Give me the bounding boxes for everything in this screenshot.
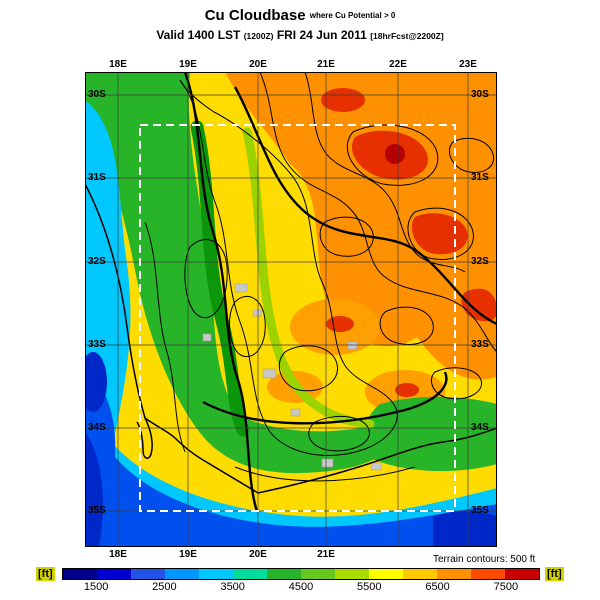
colorbar-segment bbox=[369, 569, 403, 579]
grid-lines bbox=[85, 72, 497, 547]
colorbar-tick: 5500 bbox=[357, 581, 382, 593]
valid-line: Valid 1400 LST (1200Z) FRI 24 Jun 2011 [… bbox=[0, 28, 600, 42]
colorbar-segment bbox=[301, 569, 335, 579]
lat-label-right: 34S bbox=[471, 422, 489, 433]
lat-label-right: 35S bbox=[471, 505, 489, 516]
lon-label-top: 18E bbox=[109, 59, 127, 70]
map-canvas bbox=[85, 72, 497, 547]
lat-label-right: 33S bbox=[471, 339, 489, 350]
lat-label-right: 30S bbox=[471, 89, 489, 100]
lat-label-left: 32S bbox=[88, 256, 106, 267]
lon-label-bottom: 18E bbox=[109, 549, 127, 560]
title-main: Cu Cloudbase bbox=[204, 7, 306, 24]
unit-label-left: [ft] bbox=[36, 567, 55, 581]
lat-label-left: 34S bbox=[88, 422, 106, 433]
coastline bbox=[85, 183, 497, 494]
map-border bbox=[85, 72, 497, 547]
colorbar-segment bbox=[335, 569, 369, 579]
lon-label-bottom: 21E bbox=[317, 549, 335, 560]
lon-label-top: 22E bbox=[389, 59, 407, 70]
lat-label-right: 31S bbox=[471, 172, 489, 183]
lon-label-top: 19E bbox=[179, 59, 197, 70]
lat-label-left: 31S bbox=[88, 172, 106, 183]
map-svg bbox=[85, 72, 497, 547]
colorbar-segment bbox=[437, 569, 471, 579]
cloudbase-field bbox=[85, 72, 497, 547]
terrain-contours-thick bbox=[183, 72, 497, 513]
valid-zulu: (1200Z) bbox=[243, 31, 274, 41]
valid-date: FRI 24 Jun 2011 bbox=[276, 28, 367, 42]
domain-box bbox=[139, 124, 456, 512]
colorbar-tick: 7500 bbox=[493, 581, 519, 593]
title-qualifier: where Cu Potential > 0 bbox=[309, 11, 396, 20]
colorbar-ticks: 1500 2500 3500 4500 5500 6500 7500 bbox=[62, 581, 540, 595]
missing-data-patches bbox=[202, 283, 382, 471]
lon-label-top: 20E bbox=[249, 59, 267, 70]
colorbar-segment bbox=[233, 569, 267, 579]
colorbar-segment bbox=[63, 569, 97, 579]
colorbar-tick: 1500 bbox=[83, 581, 109, 593]
colorbar bbox=[62, 568, 540, 580]
colorbar-segment bbox=[199, 569, 233, 579]
colorbar-segment bbox=[131, 569, 165, 579]
lon-label-bottom: 19E bbox=[179, 549, 197, 560]
valid-prefix: Valid 1400 LST bbox=[156, 28, 241, 42]
lat-label-right: 32S bbox=[471, 256, 489, 267]
lat-label-left: 35S bbox=[88, 505, 106, 516]
lat-label-left: 33S bbox=[88, 339, 106, 350]
colorbar-segment bbox=[403, 569, 437, 579]
unit-label-right: [ft] bbox=[545, 567, 564, 581]
colorbar-segment bbox=[505, 569, 539, 579]
lat-label-left: 30S bbox=[88, 89, 106, 100]
colorbar-segment bbox=[471, 569, 505, 579]
colorbar-tick: 2500 bbox=[152, 581, 177, 593]
valid-fcst: [18hrFcst@2200Z] bbox=[370, 31, 444, 41]
colorbar-tick: 3500 bbox=[220, 581, 245, 593]
colorbar-segment bbox=[97, 569, 131, 579]
lon-label-top: 21E bbox=[317, 59, 335, 70]
page-title: Cu Cloudbase where Cu Potential > 0 bbox=[0, 7, 600, 24]
colorbar-segment bbox=[165, 569, 199, 579]
colorbar-tick: 4500 bbox=[288, 581, 314, 593]
terrain-contour-note: Terrain contours: 500 ft bbox=[433, 554, 536, 565]
colorbar-tick: 6500 bbox=[425, 581, 450, 593]
lon-label-bottom: 20E bbox=[249, 549, 267, 560]
lon-label-top: 23E bbox=[459, 59, 477, 70]
colorbar-segment bbox=[267, 569, 301, 579]
